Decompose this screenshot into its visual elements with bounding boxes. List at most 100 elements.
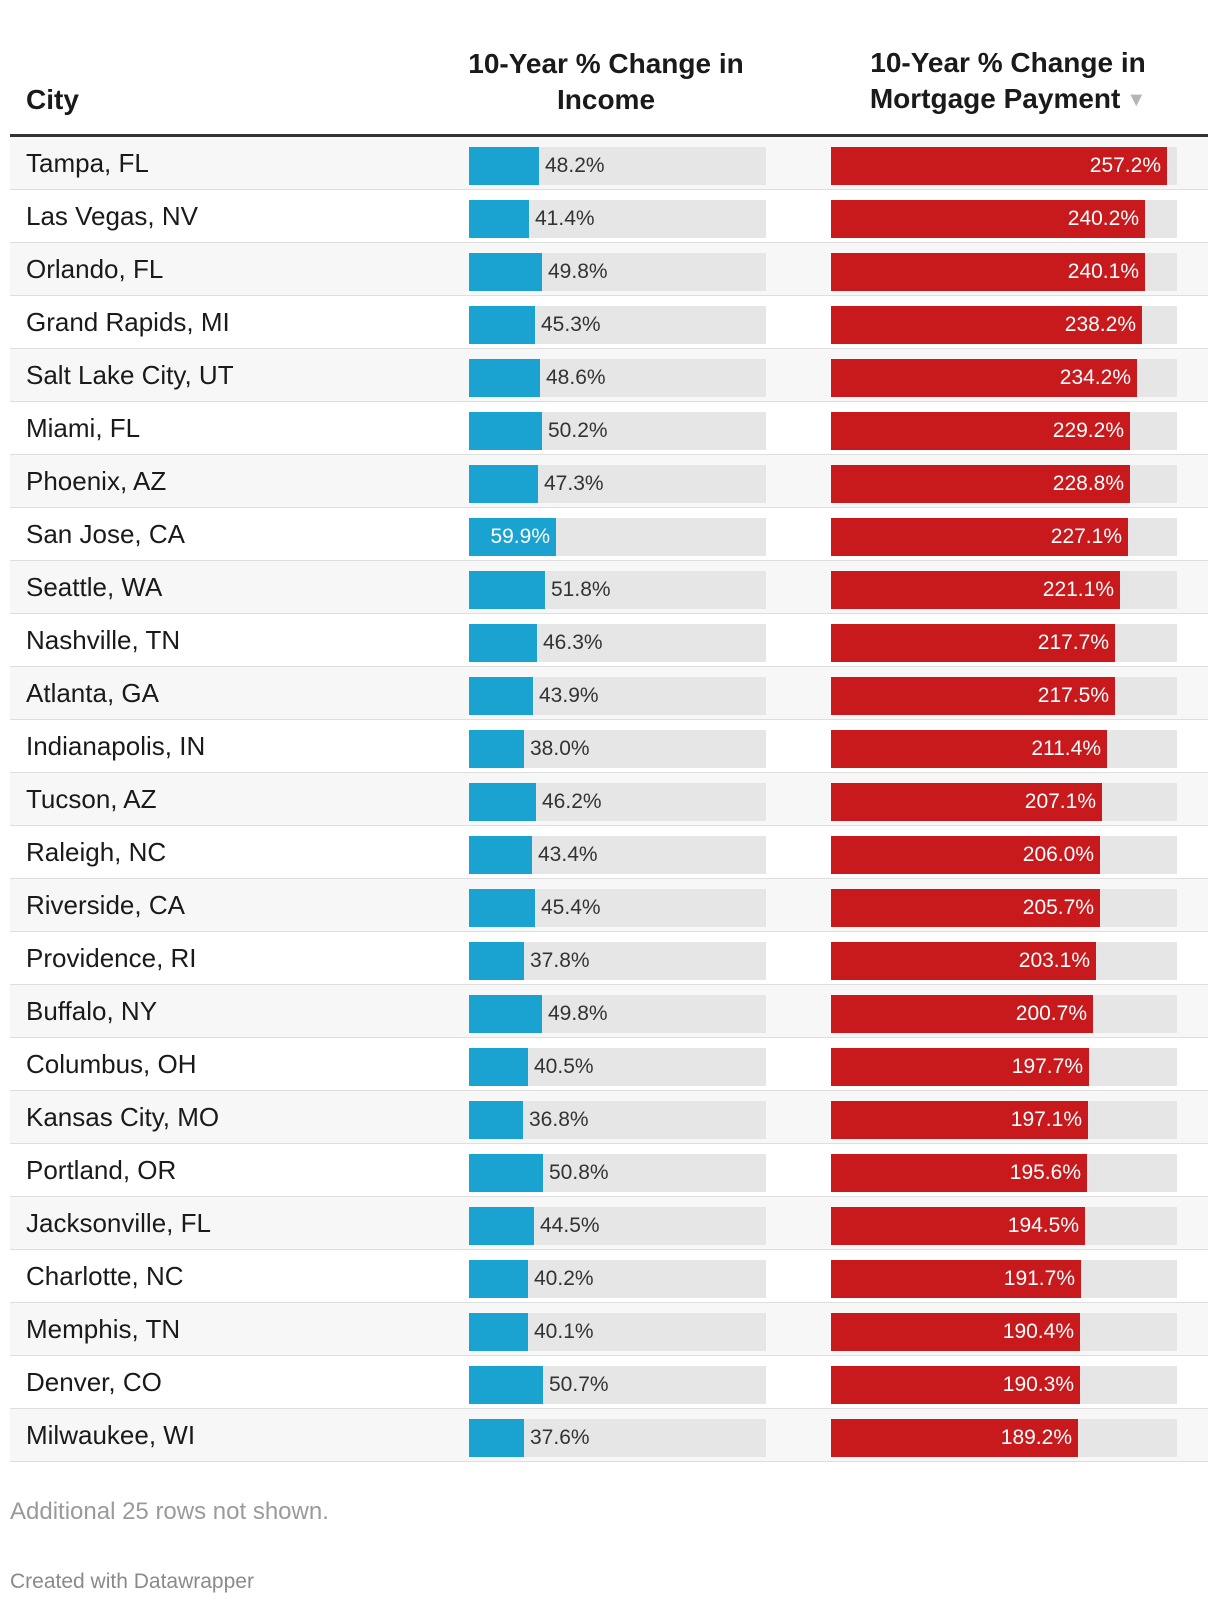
income-bar bbox=[469, 1366, 543, 1404]
table-body: Tampa, FL 48.2% 257.2% Las Vegas, NV 41.4% 24… bbox=[10, 137, 1208, 1462]
mortgage-value-label: 190.3% bbox=[1002, 1373, 1074, 1396]
city-cell: Tucson, AZ bbox=[26, 784, 157, 814]
income-value-label: 49.8% bbox=[548, 1002, 608, 1025]
mortgage-bar bbox=[831, 889, 1100, 927]
mortgage-bar bbox=[831, 1048, 1089, 1086]
mortgage-value-label: 200.7% bbox=[1015, 1002, 1087, 1025]
table-row: Raleigh, NC 43.4% 206.0% bbox=[10, 826, 1208, 879]
mortgage-bar-track: 240.2% bbox=[831, 200, 1177, 238]
sort-descending-icon[interactable]: ▼ bbox=[1126, 89, 1147, 111]
mortgage-bar bbox=[831, 836, 1100, 874]
income-bar bbox=[469, 1419, 524, 1457]
datawrapper-credit[interactable]: Created with Datawrapper bbox=[10, 1570, 254, 1593]
city-cell: Buffalo, NY bbox=[26, 996, 158, 1026]
income-bar bbox=[469, 783, 536, 821]
mortgage-bar-track: 205.7% bbox=[831, 889, 1177, 927]
table-row: Tampa, FL 48.2% 257.2% bbox=[10, 137, 1208, 190]
income-bar-track: 59.9% bbox=[469, 518, 766, 556]
city-cell: Kansas City, MO bbox=[26, 1102, 220, 1132]
table-row: Las Vegas, NV 41.4% 240.2% bbox=[10, 190, 1208, 243]
mortgage-bar bbox=[831, 1154, 1087, 1192]
income-bar-track: 45.3% bbox=[469, 306, 766, 344]
mortgage-bar-track: 189.2% bbox=[831, 1419, 1177, 1457]
mortgage-value-label: 227.1% bbox=[1050, 525, 1122, 548]
mortgage-bar-track: 194.5% bbox=[831, 1207, 1177, 1245]
income-value-label: 51.8% bbox=[551, 578, 611, 601]
city-cell: Indianapolis, IN bbox=[26, 731, 206, 761]
table-row: Denver, CO 50.7% 190.3% bbox=[10, 1356, 1208, 1409]
income-bar bbox=[469, 624, 537, 662]
mortgage-value-label: 207.1% bbox=[1024, 790, 1096, 813]
income-value-label: 45.4% bbox=[541, 896, 601, 919]
table-row: Grand Rapids, MI 45.3% 238.2% bbox=[10, 296, 1208, 349]
income-bar-track: 37.8% bbox=[469, 942, 766, 980]
income-bar bbox=[469, 359, 540, 397]
column-header-mortgage-line1: 10-Year % Change in bbox=[870, 47, 1146, 78]
column-header-mortgage[interactable]: 10-Year % Change in Mortgage Payment ▼ bbox=[810, 45, 1206, 118]
income-value-label: 46.2% bbox=[542, 790, 602, 813]
income-value-label: 47.3% bbox=[544, 472, 604, 495]
mortgage-bar-track: 240.1% bbox=[831, 253, 1177, 291]
city-cell: Nashville, TN bbox=[26, 625, 181, 655]
table-row: Orlando, FL 49.8% 240.1% bbox=[10, 243, 1208, 296]
mortgage-value-label: 240.1% bbox=[1067, 260, 1139, 283]
mortgage-bar bbox=[831, 995, 1093, 1033]
mortgage-value-label: 238.2% bbox=[1064, 313, 1136, 336]
mortgage-bar-track: 217.5% bbox=[831, 677, 1177, 715]
income-bar bbox=[469, 889, 535, 927]
mortgage-bar-track: 191.7% bbox=[831, 1260, 1177, 1298]
column-header-income-line2: Income bbox=[556, 84, 656, 115]
income-bar bbox=[469, 200, 529, 238]
income-value-label: 48.6% bbox=[546, 366, 606, 389]
income-value-label: 49.8% bbox=[548, 260, 608, 283]
mortgage-value-label: 240.2% bbox=[1067, 207, 1139, 230]
city-cell: Jacksonville, FL bbox=[26, 1208, 211, 1238]
table-row: Charlotte, NC 40.2% 191.7% bbox=[10, 1250, 1208, 1303]
city-cell: Seattle, WA bbox=[26, 572, 163, 602]
mortgage-bar bbox=[831, 1101, 1088, 1139]
mortgage-bar-track: 234.2% bbox=[831, 359, 1177, 397]
table-row: San Jose, CA 59.9% 227.1% bbox=[10, 508, 1208, 561]
mortgage-bar-track: 221.1% bbox=[831, 571, 1177, 609]
income-bar bbox=[469, 306, 535, 344]
table-row: Atlanta, GA 43.9% 217.5% bbox=[10, 667, 1208, 720]
mortgage-bar bbox=[831, 1313, 1080, 1351]
rows-hidden-note: Additional 25 rows not shown. bbox=[10, 1498, 329, 1525]
city-cell: San Jose, CA bbox=[26, 519, 185, 549]
city-cell: Grand Rapids, MI bbox=[26, 307, 230, 337]
income-value-label: 43.4% bbox=[538, 843, 598, 866]
income-value-label: 36.8% bbox=[529, 1108, 589, 1131]
mortgage-value-label: 229.2% bbox=[1052, 419, 1124, 442]
city-cell: Orlando, FL bbox=[26, 254, 164, 284]
city-cell: Charlotte, NC bbox=[26, 1261, 184, 1291]
income-bar bbox=[469, 571, 545, 609]
table-header: City 10-Year % Change in Income 10-Year … bbox=[10, 0, 1208, 137]
table-row: Buffalo, NY 49.8% 200.7% bbox=[10, 985, 1208, 1038]
income-bar bbox=[469, 1154, 543, 1192]
city-cell: Memphis, TN bbox=[26, 1314, 181, 1344]
income-value-label: 59.9% bbox=[490, 525, 550, 548]
income-value-label: 44.5% bbox=[540, 1214, 600, 1237]
income-bar bbox=[469, 836, 532, 874]
income-bar bbox=[469, 942, 524, 980]
income-bar-track: 38.0% bbox=[469, 730, 766, 768]
mortgage-bar-track: 227.1% bbox=[831, 518, 1177, 556]
mortgage-bar-track: 200.7% bbox=[831, 995, 1177, 1033]
mortgage-bar bbox=[831, 253, 1145, 291]
table-row: Jacksonville, FL 44.5% 194.5% bbox=[10, 1197, 1208, 1250]
mortgage-bar-track: 238.2% bbox=[831, 306, 1177, 344]
mortgage-bar bbox=[831, 942, 1096, 980]
mortgage-bar bbox=[831, 1419, 1078, 1457]
income-bar-track: 43.4% bbox=[469, 836, 766, 874]
mortgage-bar-track: 190.3% bbox=[831, 1366, 1177, 1404]
income-bar-track: 49.8% bbox=[469, 995, 766, 1033]
mortgage-value-label: 190.4% bbox=[1002, 1320, 1074, 1343]
column-header-city[interactable]: City bbox=[26, 82, 79, 118]
column-header-income[interactable]: 10-Year % Change in Income bbox=[458, 46, 754, 118]
income-bar-track: 46.3% bbox=[469, 624, 766, 662]
mortgage-value-label: 206.0% bbox=[1022, 843, 1094, 866]
income-bar-track: 43.9% bbox=[469, 677, 766, 715]
city-cell: Raleigh, NC bbox=[26, 837, 167, 867]
mortgage-value-label: 211.4% bbox=[1031, 737, 1101, 760]
mortgage-bar-track: 217.7% bbox=[831, 624, 1177, 662]
